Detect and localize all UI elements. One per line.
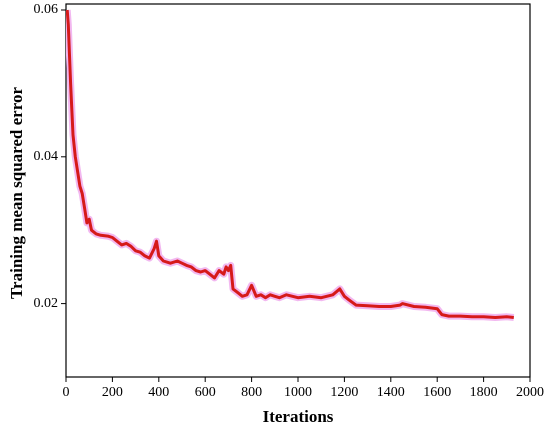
x-tick-label: 1400: [377, 385, 405, 400]
y-tick-label: 0.04: [34, 149, 59, 164]
x-tick-label: 200: [102, 385, 123, 400]
y-tick-label: 0.06: [34, 2, 59, 17]
x-tick-label: 2000: [516, 385, 544, 400]
y-axis-title: Training mean squared error: [7, 87, 26, 299]
y-tick-label: 0.02: [34, 296, 59, 311]
x-tick-label: 1200: [330, 385, 358, 400]
x-tick-label: 1600: [423, 385, 451, 400]
x-axis-title: Iterations: [263, 407, 334, 426]
plot-frame: [65, 3, 531, 378]
x-tick-label: 1800: [470, 385, 498, 400]
line: [66, 9, 514, 319]
x-tick-label: 400: [148, 385, 169, 400]
line-halo: [66, 9, 515, 321]
x-tick-label: 800: [241, 385, 262, 400]
x-tick-label: 1000: [284, 385, 312, 400]
x-tick-label: 600: [195, 385, 216, 400]
x-tick-label: 0: [63, 385, 70, 400]
